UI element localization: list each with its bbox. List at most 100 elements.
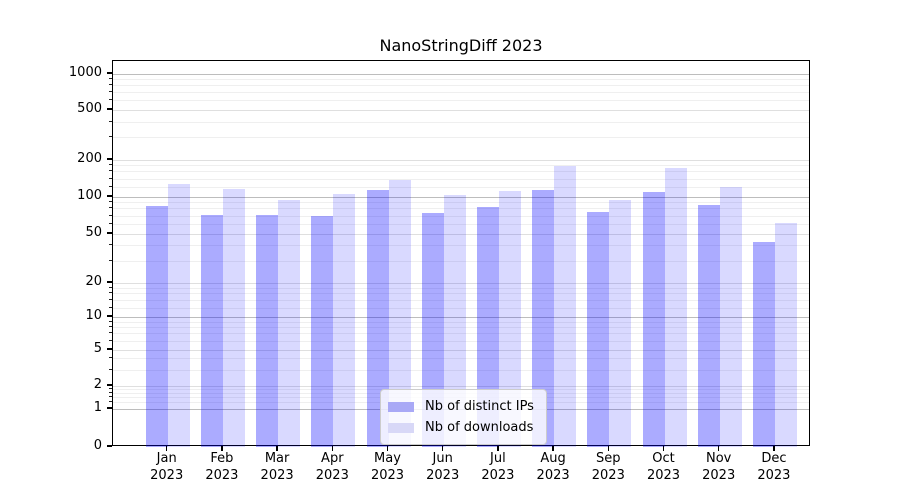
y-minor-tick-mark: [109, 396, 112, 398]
gridline: [113, 316, 809, 318]
y-tick-label-50: 50: [85, 225, 102, 240]
minor-gridline: [113, 327, 809, 329]
x-tick-mark: [441, 446, 444, 451]
x-tick-label-apr: Apr 2023: [300, 450, 364, 484]
x-tick-month: Sep: [596, 451, 621, 466]
minor-gridline: [113, 299, 809, 301]
y-tick-mark: [107, 348, 112, 350]
y-tick-label-2: 2: [93, 377, 102, 392]
gridline: [113, 73, 809, 75]
bar-downloads-may: [388, 180, 411, 447]
x-tick-year: 2023: [260, 468, 294, 483]
y-minor-tick-mark: [109, 214, 112, 216]
bar-downloads-feb: [222, 188, 245, 447]
y-minor-tick-mark: [109, 320, 112, 322]
y-minor-tick-mark: [109, 136, 112, 138]
bar-distinct-ips-sep: [587, 212, 610, 447]
gridline: [113, 349, 809, 351]
y-minor-tick-mark: [109, 201, 112, 203]
bar-downloads-dec: [774, 222, 797, 447]
minor-gridline: [113, 178, 809, 180]
legend-swatch-downloads: [388, 422, 414, 433]
bar-downloads-jul: [498, 191, 521, 447]
x-tick-year: 2023: [150, 468, 184, 483]
x-tick-year: 2023: [370, 468, 405, 483]
x-tick-label-mar: Mar 2023: [245, 450, 309, 484]
bar-distinct-ips-nov: [697, 205, 720, 447]
x-tick-month: Apr: [321, 451, 344, 466]
x-tick-mark: [386, 446, 389, 451]
y-minor-tick-mark: [109, 339, 112, 341]
x-tick-label-aug: Aug 2023: [521, 450, 585, 484]
bar-distinct-ips-dec: [752, 242, 775, 447]
minor-gridline: [113, 85, 809, 87]
x-tick-mark: [607, 446, 610, 451]
bar-distinct-ips-aug: [532, 189, 555, 447]
y-minor-tick-mark: [109, 207, 112, 209]
x-tick-mark: [221, 446, 223, 451]
y-minor-tick-mark: [109, 222, 112, 224]
minor-gridline: [113, 202, 809, 204]
x-tick-mark: [497, 446, 499, 451]
minor-gridline: [113, 340, 809, 342]
y-minor-tick-mark: [109, 164, 112, 166]
y-tick-mark: [107, 407, 112, 409]
y-minor-tick-mark: [109, 91, 112, 93]
y-minor-tick-mark: [109, 120, 112, 122]
x-tick-label-jul: Jul 2023: [466, 450, 530, 484]
minor-gridline: [113, 215, 809, 217]
y-minor-tick-mark: [109, 99, 112, 101]
bar-downloads-apr: [333, 194, 356, 447]
y-tick-mark: [107, 445, 112, 447]
x-tick-month: Oct: [652, 451, 675, 466]
y-minor-tick-mark: [109, 368, 112, 370]
bar-downloads-jun: [443, 195, 466, 447]
x-tick-mark: [773, 446, 775, 451]
x-tick-mark: [717, 446, 720, 451]
y-minor-tick-mark: [109, 391, 112, 393]
gridline: [113, 196, 809, 198]
x-tick-label-feb: Feb 2023: [190, 450, 254, 484]
x-tick-year: 2023: [536, 468, 570, 483]
bar-downloads-mar: [278, 199, 301, 447]
x-tick-label-nov: Nov 2023: [687, 450, 751, 484]
minor-gridline: [113, 333, 809, 335]
minor-gridline: [113, 358, 809, 360]
minor-gridline: [113, 137, 809, 139]
y-minor-tick-mark: [109, 292, 112, 294]
x-tick-month: Mar: [264, 451, 290, 466]
bar-downloads-jan: [167, 183, 190, 447]
x-tick-mark: [276, 446, 278, 451]
x-tick-year: 2023: [426, 468, 460, 483]
y-minor-tick-mark: [109, 77, 112, 79]
y-minor-tick-mark: [109, 244, 112, 246]
x-tick-mark: [165, 446, 168, 451]
x-tick-label-dec: Dec 2023: [742, 450, 806, 484]
y-minor-tick-mark: [109, 401, 112, 403]
y-minor-tick-mark: [109, 332, 112, 334]
x-tick-month: Nov: [706, 451, 732, 466]
bar-downloads-oct: [664, 167, 687, 447]
y-tick-label-5: 5: [93, 341, 102, 356]
x-tick-month: Jan: [156, 451, 177, 466]
y-minor-tick-mark: [109, 286, 112, 288]
y-minor-tick-mark: [109, 298, 112, 300]
bar-downloads-sep: [609, 200, 632, 447]
x-tick-year: 2023: [702, 468, 736, 483]
legend: Nb of distinct IPs Nb of downloads: [380, 389, 547, 445]
y-minor-tick-mark: [109, 326, 112, 328]
legend-label-downloads: Nb of downloads: [425, 420, 534, 435]
y-tick-mark: [107, 108, 112, 110]
x-tick-label-jun: Jun 2023: [411, 450, 475, 484]
y-minor-tick-mark: [109, 387, 112, 389]
bar-distinct-ips-jan: [145, 205, 168, 447]
minor-gridline: [113, 121, 809, 123]
x-tick-month: Aug: [540, 451, 566, 466]
legend-item-downloads: Nb of downloads: [388, 417, 534, 438]
x-tick-year: 2023: [591, 468, 625, 483]
bar-distinct-ips-may: [366, 190, 389, 447]
minor-gridline: [113, 171, 809, 173]
x-tick-label-sep: Sep 2023: [576, 450, 640, 484]
minor-gridline: [113, 260, 809, 262]
